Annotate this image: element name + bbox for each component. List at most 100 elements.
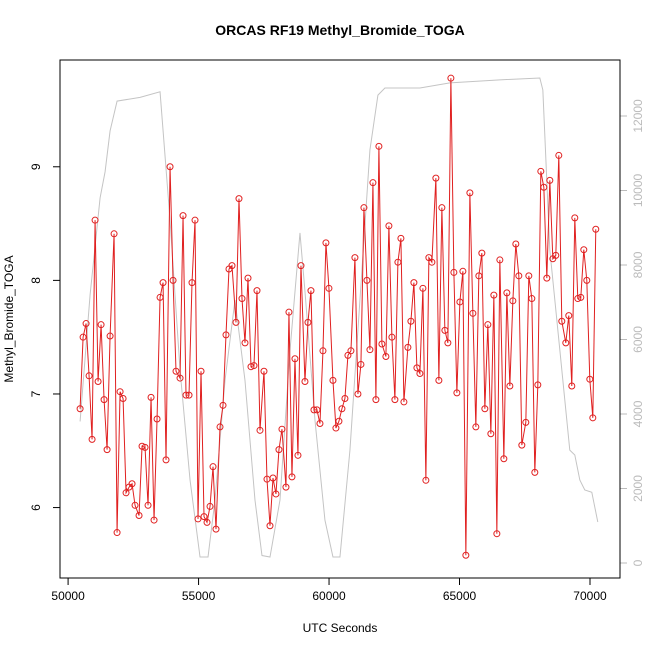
- data-point: [222, 331, 230, 339]
- data-point: [565, 312, 573, 320]
- data-point: [150, 516, 158, 524]
- data-point: [537, 167, 545, 175]
- data-point: [194, 515, 202, 523]
- data-point: [278, 425, 286, 433]
- y2-tick-label: 8000: [631, 251, 645, 278]
- x-tick-label: 50000: [51, 589, 85, 603]
- data-point: [260, 367, 268, 375]
- data-point: [138, 442, 146, 450]
- data-point: [450, 268, 458, 276]
- data-point: [378, 340, 386, 348]
- data-point: [435, 376, 443, 384]
- data-point: [341, 395, 349, 403]
- data-point: [546, 176, 554, 184]
- data-point: [438, 204, 446, 212]
- data-point: [397, 234, 405, 242]
- data-point: [428, 258, 436, 266]
- data-point: [432, 174, 440, 182]
- data-point: [307, 287, 315, 295]
- data-point: [329, 376, 337, 384]
- y2-tick-label: 4000: [631, 400, 645, 427]
- data-point: [159, 279, 167, 287]
- data-point: [347, 347, 355, 355]
- data-point: [122, 489, 130, 497]
- data-point: [135, 512, 143, 520]
- data-point: [543, 274, 551, 282]
- data-point: [153, 415, 161, 423]
- data-point: [172, 367, 180, 375]
- data-point: [188, 279, 196, 287]
- data-point: [291, 355, 299, 363]
- data-point: [316, 420, 324, 428]
- data-point: [391, 396, 399, 404]
- data-point: [459, 267, 467, 275]
- data-point: [244, 274, 252, 282]
- data-point: [216, 423, 224, 431]
- data-point: [275, 446, 283, 454]
- data-point: [301, 377, 309, 385]
- data-point: [203, 518, 211, 526]
- y-tick-label: 7: [29, 390, 43, 397]
- data-point: [179, 212, 187, 220]
- data-point: [490, 291, 498, 299]
- data-point: [528, 295, 536, 303]
- data-point: [496, 256, 504, 264]
- data-point: [500, 455, 508, 463]
- data-point: [453, 389, 461, 397]
- data-point: [103, 446, 111, 454]
- data-point: [219, 401, 227, 409]
- data-point: [419, 284, 427, 292]
- data-point: [304, 318, 312, 326]
- data-point: [238, 295, 246, 303]
- data-point: [552, 251, 560, 259]
- data-point: [288, 473, 296, 481]
- data-point: [369, 179, 377, 187]
- data-point: [518, 441, 526, 449]
- data-point: [325, 284, 333, 292]
- data-point: [363, 276, 371, 284]
- data-point: [106, 332, 114, 340]
- data-point: [169, 276, 177, 284]
- y2-tick-label: 6000: [631, 326, 645, 353]
- y2-tick-label: 10000: [631, 173, 645, 207]
- data-point: [388, 333, 396, 341]
- data-point: [182, 391, 190, 399]
- data-point: [592, 225, 600, 233]
- data-point: [568, 382, 576, 390]
- data-point: [558, 317, 566, 325]
- data-point: [583, 276, 591, 284]
- data-point: [313, 406, 321, 414]
- data-point: [354, 390, 362, 398]
- data-point: [404, 343, 412, 351]
- data-point: [332, 424, 340, 432]
- data-point: [503, 289, 511, 297]
- data-point: [441, 326, 449, 334]
- data-point: [113, 529, 121, 537]
- data-point: [466, 189, 474, 197]
- data-point: [76, 405, 84, 413]
- data-point: [319, 347, 327, 355]
- data-point: [144, 501, 152, 509]
- data-point: [82, 320, 90, 328]
- data-point: [400, 398, 408, 406]
- data-point: [335, 417, 343, 425]
- data-point: [372, 396, 380, 404]
- data-point: [235, 195, 243, 203]
- chart-title: ORCAS RF19 Methyl_Bromide_TOGA: [215, 22, 464, 38]
- y-axis-label: Methyl_Bromide_TOGA: [2, 255, 16, 382]
- data-point: [128, 480, 136, 488]
- data-point: [540, 183, 548, 191]
- data-point: [360, 204, 368, 212]
- data-point: [88, 435, 96, 443]
- series-line: [79, 77, 599, 558]
- data-point: [571, 214, 579, 222]
- data-point: [531, 468, 539, 476]
- data-point: [522, 418, 530, 426]
- data-point: [197, 367, 205, 375]
- data-point: [562, 339, 570, 347]
- data-point: [375, 142, 383, 150]
- data-point: [185, 391, 193, 399]
- data-point: [176, 374, 184, 382]
